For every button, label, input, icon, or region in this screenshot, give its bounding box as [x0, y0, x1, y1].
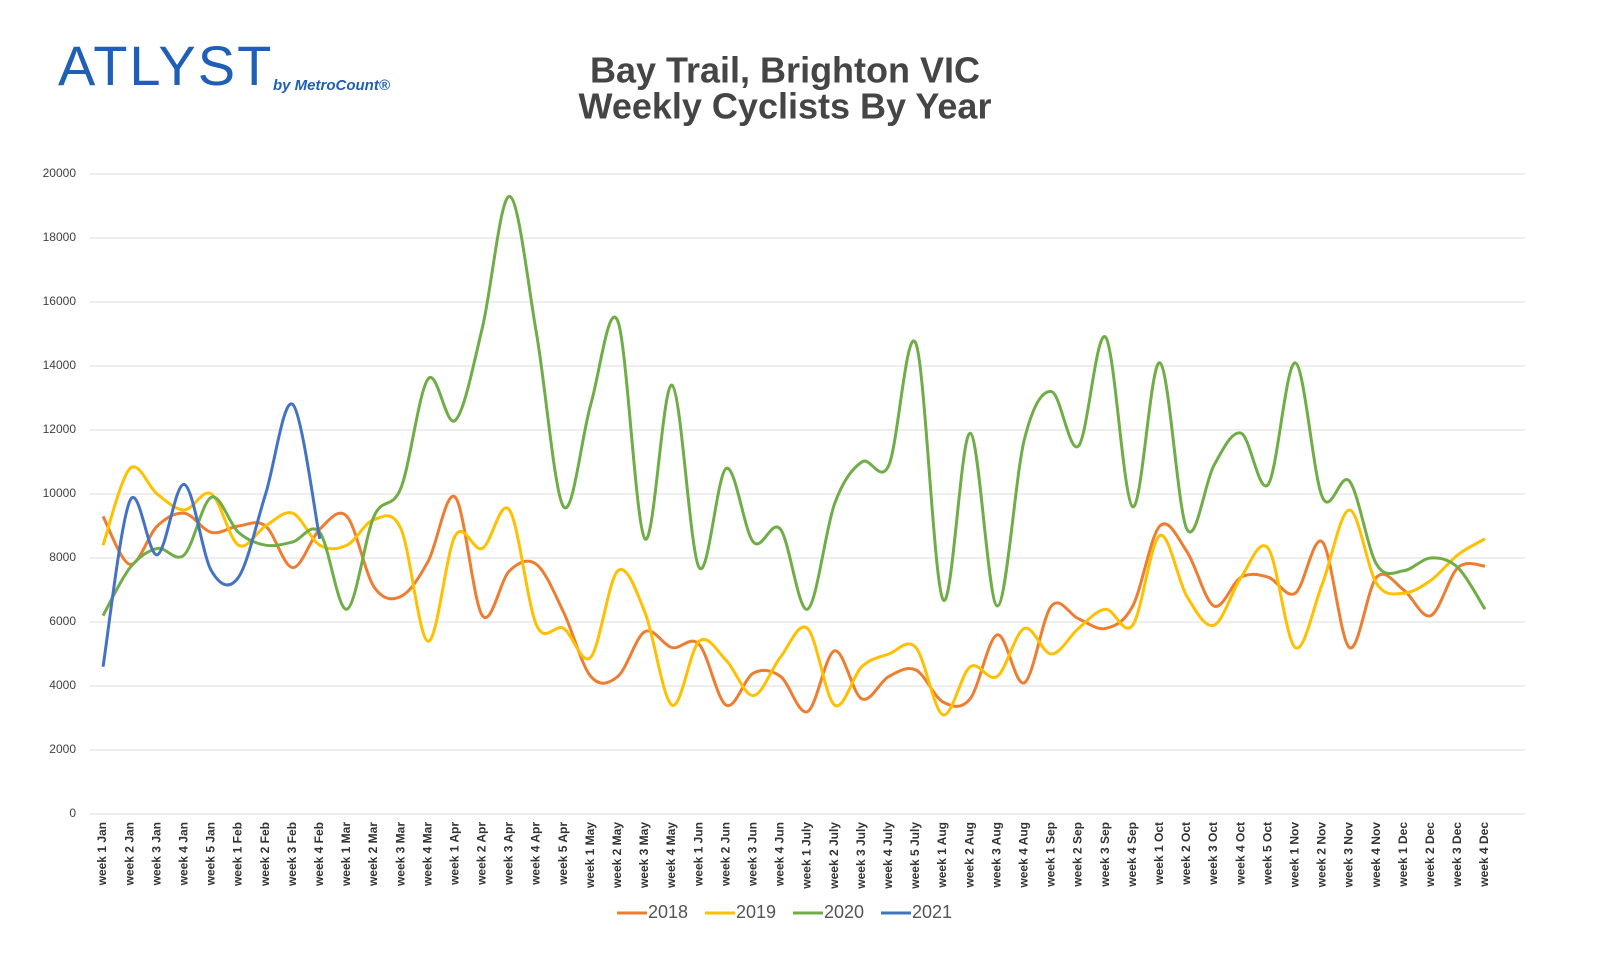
x-tick-label: week 4 Feb [312, 822, 326, 887]
x-tick-label: week 4 Oct [1233, 822, 1247, 886]
y-tick-label: 20000 [43, 166, 77, 180]
x-tick-label: week 1 Aug [935, 822, 949, 889]
x-tick-label: week 3 Sep [1098, 822, 1112, 888]
x-tick-label: week 1 Mar [339, 822, 353, 887]
x-tick-label: week 4 Mar [420, 822, 434, 887]
x-tick-label: week 4 Jun [773, 822, 787, 887]
x-tick-label: week 1 Dec [1396, 822, 1410, 888]
y-tick-label: 8000 [49, 550, 76, 564]
x-tick-label: week 2 Aug [962, 822, 976, 889]
legend-label: 2018 [648, 902, 688, 922]
x-tick-label: week 5 July [908, 822, 922, 890]
x-tick-label: week 4 Apr [529, 822, 543, 886]
x-tick-label: week 3 Oct [1206, 822, 1220, 886]
x-tick-label: week 4 Aug [1017, 822, 1031, 889]
x-tick-label: week 3 Aug [989, 822, 1003, 889]
chart-subtitle: Weekly Cyclists By Year [579, 86, 992, 127]
x-tick-label: week 2 July [827, 822, 841, 890]
x-tick-label: week 4 July [881, 822, 895, 890]
x-tick-label: week 2 Feb [258, 822, 272, 887]
legend-label: 2020 [824, 902, 864, 922]
x-tick-label: week 5 Apr [556, 822, 570, 886]
logo-byline: by MetroCount® [273, 77, 391, 94]
x-tick-label: week 3 July [854, 822, 868, 890]
y-tick-label: 16000 [43, 294, 77, 308]
x-tick-label: week 3 Jun [746, 822, 760, 887]
x-tick-label: week 2 Mar [366, 822, 380, 887]
x-tick-label: week 4 May [664, 822, 678, 889]
x-tick-label: week 2 May [610, 822, 624, 889]
y-tick-label: 10000 [43, 486, 77, 500]
x-tick-label: week 1 Oct [1152, 822, 1166, 886]
x-tick-label: week 3 May [637, 822, 651, 889]
chart-title: Bay Trail, Brighton VIC [590, 50, 980, 91]
x-tick-label: week 1 July [800, 822, 814, 890]
y-tick-label: 0 [69, 806, 76, 820]
x-tick-label: week 2 Oct [1179, 822, 1193, 886]
x-tick-label: week 1 May [583, 822, 597, 889]
x-tick-label: week 3 Feb [285, 822, 299, 887]
x-tick-label: week 2 Dec [1423, 822, 1437, 888]
x-tick-label: week 2 Sep [1071, 822, 1085, 888]
x-tick-label: week 1 Apr [447, 822, 461, 886]
x-tick-label: week 5 Oct [1260, 822, 1274, 886]
y-tick-label: 2000 [49, 742, 76, 756]
y-tick-label: 12000 [43, 422, 77, 436]
series-line [101, 465, 1486, 717]
x-tick-label: week 3 Jan [149, 822, 163, 886]
y-tick-label: 4000 [49, 678, 76, 692]
x-tick-label: week 4 Dec [1477, 822, 1491, 888]
legend-label: 2019 [736, 902, 776, 922]
y-tick-label: 6000 [49, 614, 76, 628]
series-line [101, 494, 1486, 714]
y-tick-label: 14000 [43, 358, 77, 372]
series-line [101, 402, 322, 668]
series-line [101, 194, 1487, 617]
y-tick-label: 18000 [43, 230, 77, 244]
x-tick-label: week 4 Jan [176, 822, 190, 886]
x-tick-label: week 1 Feb [231, 822, 245, 887]
x-tick-label: week 2 Apr [475, 822, 489, 886]
x-tick-label: week 3 Nov [1342, 822, 1356, 889]
x-tick-label: week 2 Nov [1315, 822, 1329, 889]
x-tick-label: week 1 Jan [95, 822, 109, 886]
x-tick-label: week 3 Mar [393, 822, 407, 887]
x-tick-label: week 3 Dec [1450, 822, 1464, 888]
x-tick-label: week 2 Jun [718, 822, 732, 887]
x-tick-label: week 3 Apr [502, 822, 516, 886]
x-tick-label: week 4 Sep [1125, 822, 1139, 888]
legend-label: 2021 [912, 902, 952, 922]
x-tick-label: week 2 Jan [122, 822, 136, 886]
x-tick-label: week 1 Nov [1287, 822, 1301, 889]
x-tick-label: week 5 Jan [204, 822, 218, 886]
x-tick-label: week 4 Nov [1369, 822, 1383, 889]
x-tick-label: week 1 Sep [1044, 822, 1058, 888]
x-tick-label: week 1 Jun [691, 822, 705, 887]
logo-name: ATLYST [58, 34, 273, 97]
